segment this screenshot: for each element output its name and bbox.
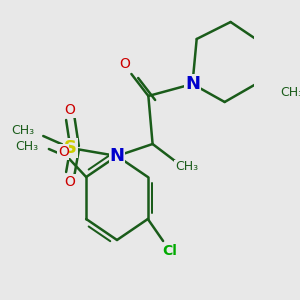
- Text: CH₃: CH₃: [280, 85, 300, 98]
- Text: O: O: [64, 175, 75, 189]
- Text: S: S: [64, 139, 77, 157]
- Text: CH₃: CH₃: [12, 124, 35, 137]
- Text: O: O: [64, 103, 75, 117]
- Text: O: O: [119, 57, 130, 71]
- Text: N: N: [110, 147, 124, 165]
- Text: Cl: Cl: [162, 244, 177, 258]
- Text: O: O: [58, 145, 69, 159]
- Text: CH₃: CH₃: [175, 160, 198, 173]
- Text: CH₃: CH₃: [16, 140, 39, 154]
- Text: N: N: [185, 75, 200, 93]
